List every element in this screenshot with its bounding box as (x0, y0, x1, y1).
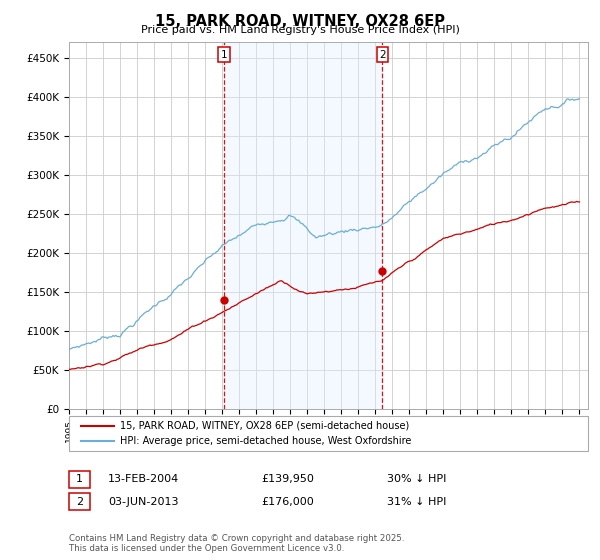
Text: 15, PARK ROAD, WITNEY, OX28 6EP: 15, PARK ROAD, WITNEY, OX28 6EP (155, 14, 445, 29)
Text: 2: 2 (76, 497, 83, 507)
Text: £139,950: £139,950 (261, 474, 314, 484)
Text: Contains HM Land Registry data © Crown copyright and database right 2025.
This d: Contains HM Land Registry data © Crown c… (69, 534, 404, 553)
Text: 15, PARK ROAD, WITNEY, OX28 6EP (semi-detached house): 15, PARK ROAD, WITNEY, OX28 6EP (semi-de… (120, 421, 409, 431)
Text: 2: 2 (379, 50, 386, 60)
Text: Price paid vs. HM Land Registry's House Price Index (HPI): Price paid vs. HM Land Registry's House … (140, 25, 460, 35)
Text: 1: 1 (76, 474, 83, 484)
Text: 30% ↓ HPI: 30% ↓ HPI (387, 474, 446, 484)
Text: 03-JUN-2013: 03-JUN-2013 (108, 497, 179, 507)
Text: £176,000: £176,000 (261, 497, 314, 507)
Text: 13-FEB-2004: 13-FEB-2004 (108, 474, 179, 484)
Text: HPI: Average price, semi-detached house, West Oxfordshire: HPI: Average price, semi-detached house,… (120, 436, 412, 446)
Bar (224, 42, 382, 409)
Text: 31% ↓ HPI: 31% ↓ HPI (387, 497, 446, 507)
Text: 1: 1 (221, 50, 227, 60)
